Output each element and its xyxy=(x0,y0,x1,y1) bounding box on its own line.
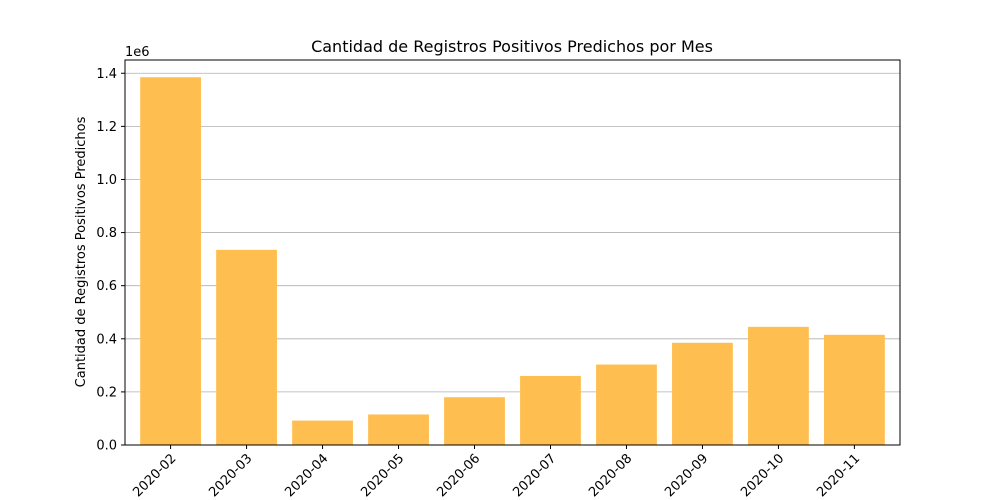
bar xyxy=(824,334,885,445)
y-tick-label: 0.8 xyxy=(96,226,117,241)
x-tick-label: 2020-05 xyxy=(358,451,407,500)
bar xyxy=(672,342,733,445)
x-tick-label: 2020-07 xyxy=(510,451,559,500)
bar xyxy=(596,364,657,445)
bar xyxy=(444,397,505,445)
y-tick-label: 1.4 xyxy=(96,67,117,82)
x-tick-label: 2020-09 xyxy=(662,451,711,500)
x-axis-ticks: 2020-02 2020-03 2020-04 2020-05 2020-06 2020-… xyxy=(130,445,863,500)
x-tick-label: 2020-10 xyxy=(738,451,787,500)
x-tick-label: 2020-04 xyxy=(282,451,331,500)
bar xyxy=(216,249,277,445)
plot-frame xyxy=(124,59,901,446)
y-scale-label: 1e6 xyxy=(125,45,150,60)
y-axis-label: Cantidad de Registros Positivos Predicho… xyxy=(74,116,89,387)
bar xyxy=(140,77,201,446)
x-tick-label: 2020-02 xyxy=(130,451,179,500)
x-tick-label: 2020-06 xyxy=(434,451,483,500)
y-axis-ticks: 0.0 0.2 0.4 0.6 0.8 1.0 1.2 1.4 xyxy=(96,67,125,454)
y-tick-label: 0.0 xyxy=(96,439,117,454)
bars xyxy=(140,77,885,446)
x-tick-label: 2020-03 xyxy=(206,451,255,500)
chart-title: Cantidad de Registros Positivos Predicho… xyxy=(311,37,713,56)
y-tick-label: 0.6 xyxy=(96,279,117,294)
bar xyxy=(292,420,353,445)
y-tick-label: 1.0 xyxy=(96,173,117,188)
bar xyxy=(368,414,429,445)
bar xyxy=(748,326,809,445)
x-tick-label: 2020-08 xyxy=(586,451,635,500)
y-tick-label: 0.4 xyxy=(96,332,117,347)
y-tick-label: 1.2 xyxy=(96,120,117,135)
bar xyxy=(520,375,581,445)
x-tick-label: 2020-11 xyxy=(814,451,863,500)
y-tick-label: 0.2 xyxy=(96,385,117,400)
